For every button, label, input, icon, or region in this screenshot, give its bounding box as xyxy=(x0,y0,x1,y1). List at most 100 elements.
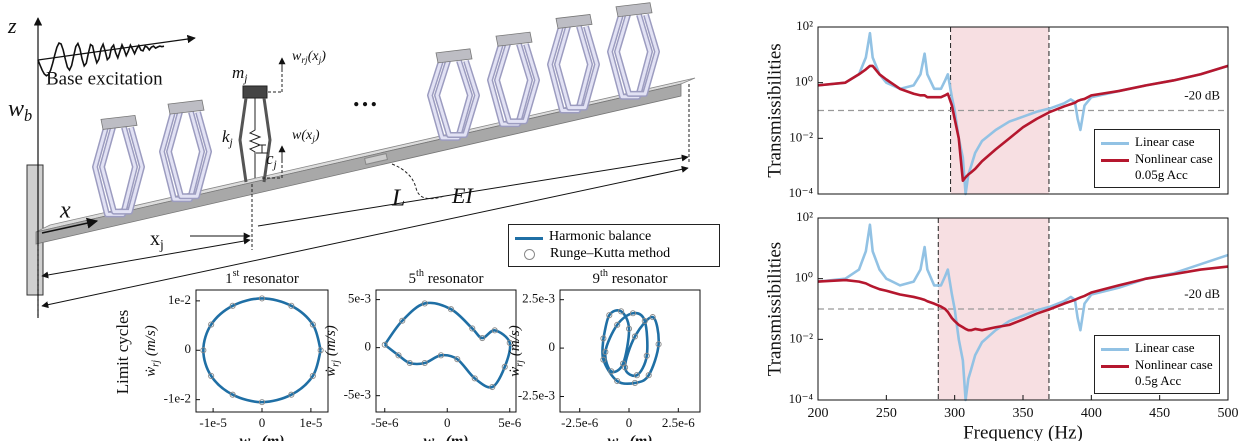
x-tick-label: 0 xyxy=(444,415,451,430)
text-part: resonator xyxy=(608,271,668,287)
y-axis-label: Transmissibilities xyxy=(764,242,785,376)
threshold-label: -20 dB xyxy=(1184,87,1220,102)
x-axis-label: wrj (m) xyxy=(423,433,468,441)
y-tick-label: 10⁻⁴ xyxy=(789,391,814,406)
x-tick-label: 400 xyxy=(1081,406,1102,421)
x-tick-label: 5e-6 xyxy=(498,415,522,430)
text-part: (m/s) xyxy=(323,325,339,360)
x-tick-label: -1e-5 xyxy=(199,415,226,430)
y-tick-label: 10² xyxy=(796,18,813,33)
label: wrj(xj) xyxy=(292,49,326,66)
y-tick-label: 10⁻² xyxy=(789,330,813,345)
label: … xyxy=(352,83,378,112)
legend-swatch xyxy=(1101,159,1129,162)
label: z xyxy=(7,13,17,38)
y-axis-label: ẇrj (m/s) xyxy=(143,325,161,376)
legend-label: Nonlinear case 0.05g Acc xyxy=(1135,151,1213,183)
y-tick-label: -5e-3 xyxy=(344,387,371,402)
label: xj xyxy=(150,228,164,253)
label: kj xyxy=(222,127,233,149)
legend-entry: Nonlinear case 0.5g Acc xyxy=(1101,357,1213,389)
x-tick-label: -2.5e-6 xyxy=(561,415,599,430)
x-axis-label: wrj (m) xyxy=(239,433,284,441)
legend-swatch xyxy=(1101,348,1129,351)
legend: Harmonic balanceRunge–Kutta method xyxy=(508,224,720,267)
label: EI xyxy=(451,183,474,208)
threshold-label: -20 dB xyxy=(1184,286,1220,301)
x-axis-label: wrj (m) xyxy=(607,433,652,441)
figure: zBase excitationwbmjwrj(xj)kjcjw(xj)…EIx… xyxy=(0,0,1240,441)
text-part: 5 xyxy=(409,271,417,287)
x-tick-label: 200 xyxy=(808,406,829,421)
label: L xyxy=(391,186,405,212)
text-part: x xyxy=(150,228,160,250)
plot-frame xyxy=(376,290,516,412)
y-tick-label: 2.5e-3 xyxy=(522,291,555,306)
x-tick-label: 0 xyxy=(626,415,633,430)
x-tick-label: 0 xyxy=(259,415,266,430)
resonator-frame xyxy=(264,98,270,182)
text-part: m xyxy=(232,63,244,82)
text-part: resonator xyxy=(239,271,299,287)
y-axis-label: ẇrj (m/s) xyxy=(507,325,525,376)
legend-entry: Runge–Kutta method xyxy=(515,246,713,262)
y-tick-label: -1e-2 xyxy=(164,391,191,406)
text-part: b xyxy=(24,106,32,125)
label: x xyxy=(59,198,71,224)
legend-label: Nonlinear case 0.5g Acc xyxy=(1135,357,1213,389)
label: Base excitation xyxy=(46,68,163,89)
y-axis-label: Transmissibilities xyxy=(764,43,785,177)
y-tick-label: 0 xyxy=(365,339,372,354)
text-part: w xyxy=(607,433,618,441)
x-tick-label: 500 xyxy=(1218,406,1239,421)
text-part: ẇ xyxy=(323,367,339,377)
label: mj xyxy=(232,63,248,85)
y-tick-label: 5e-3 xyxy=(348,291,371,306)
figure-canvas: zBase excitationwbmjwrj(xj)kjcjw(xj)…EIx… xyxy=(0,0,1240,441)
plot-frame xyxy=(196,290,328,412)
legend-label: Harmonic balance xyxy=(549,229,651,245)
text-part: th xyxy=(416,268,424,279)
text-part: resonator xyxy=(424,271,484,287)
y-tick-label: 1e-2 xyxy=(168,292,191,307)
arrow xyxy=(42,240,250,276)
x-tick-label: -5e-6 xyxy=(371,415,399,430)
legend-entry: Nonlinear case 0.05g Acc xyxy=(1101,151,1213,183)
chart-title: 1st resonator xyxy=(225,268,299,287)
text-part: (m/s) xyxy=(507,325,523,360)
y-tick-label: 10⁻² xyxy=(789,129,813,144)
y-tick-label: 0 xyxy=(549,339,556,354)
mass xyxy=(243,86,267,98)
label: cj xyxy=(266,149,277,171)
y-tick-label: 10⁻⁴ xyxy=(789,185,814,200)
legend-entry: Linear case xyxy=(1101,340,1213,356)
spring xyxy=(250,98,260,178)
y-tick-label: -2.5e-3 xyxy=(518,387,555,402)
x-tick-label: 350 xyxy=(1013,406,1034,421)
text-part: (m/s) xyxy=(143,325,159,360)
x-axis-label: Frequency (Hz) xyxy=(963,422,1083,441)
x-tick-label: 450 xyxy=(1149,406,1170,421)
legend: Linear caseNonlinear case 0.05g Acc xyxy=(1094,129,1220,188)
text-part: (m) xyxy=(441,433,468,441)
legend-label: Linear case xyxy=(1135,340,1195,356)
y-tick-label: 0 xyxy=(185,341,192,356)
x-tick-label: 1e-5 xyxy=(299,415,322,430)
text-part: w xyxy=(239,433,250,441)
text-part: j xyxy=(159,237,164,252)
resonator-frame xyxy=(240,98,246,182)
x-tick-label: 2.5e-6 xyxy=(662,415,695,430)
legend-entry: Harmonic balance xyxy=(515,229,713,245)
legend-entry: Linear case xyxy=(1101,134,1213,150)
text-part: th xyxy=(600,268,608,279)
label: wb xyxy=(8,96,32,125)
y-tick-label: 10⁰ xyxy=(795,270,813,285)
text-part: w xyxy=(423,433,434,441)
text-part: 1 xyxy=(225,271,233,287)
x-tick-label: 250 xyxy=(876,406,897,421)
text-part: (m) xyxy=(625,433,652,441)
y-tick-label: 10⁰ xyxy=(795,74,813,89)
legend-swatch xyxy=(1101,142,1129,145)
y-tick-label: 10² xyxy=(796,209,813,224)
